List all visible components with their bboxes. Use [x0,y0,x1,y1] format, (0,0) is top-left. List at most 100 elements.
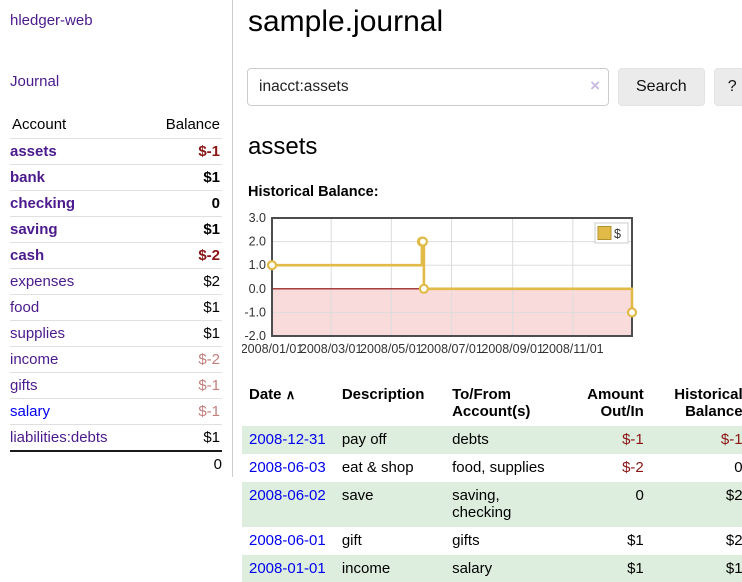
svg-text:2008/11/01: 2008/11/01 [542,342,604,356]
accounts-header-account: Account [12,116,67,133]
account-balance: $-1 [142,138,222,165]
transaction-date-link[interactable]: 2008-06-01 [249,532,326,549]
transaction-accounts: saving, checking [452,487,512,521]
transaction-accounts: food, supplies [452,459,545,476]
svg-text:3.0: 3.0 [249,211,266,225]
account-balance: $2 [142,268,222,295]
svg-text:-1.0: -1.0 [244,305,266,319]
account-link[interactable]: income [10,351,59,368]
transaction-amount: $-1 [622,431,644,448]
clear-search-icon[interactable]: × [590,76,600,95]
account-link[interactable]: gifts [10,377,38,394]
account-row: salary $-1 [10,398,222,425]
transaction-balance: $1 [725,560,742,577]
svg-text:2008/01/01: 2008/01/01 [242,342,303,356]
transaction-description: income [341,560,391,577]
svg-text:1.0: 1.0 [249,258,266,272]
transaction-date-link[interactable]: 2008-12-31 [249,431,326,448]
account-link[interactable]: cash [10,247,45,264]
transaction-row: 2008-06-01 gift gifts $1 $2 [242,527,742,555]
accounts-header-balance: Balance [165,116,220,133]
transaction-amount: $1 [627,532,644,549]
account-row: income $-2 [10,346,222,373]
svg-text:0.0: 0.0 [249,282,266,296]
accounts-header-row: Account Balance [10,112,222,139]
account-row: assets $-1 [10,138,222,165]
register-header-date[interactable]: Date ∧ [249,386,296,403]
account-link[interactable]: supplies [10,325,66,342]
account-link[interactable]: salary [10,403,51,420]
account-balance: $-1 [142,372,222,399]
transaction-date-link[interactable]: 2008-01-01 [249,560,326,577]
transaction-balance: $-1 [720,431,742,448]
transaction-accounts: salary [452,560,493,577]
account-heading: assets [248,133,318,160]
chart-title: Historical Balance: [248,184,379,200]
help-button[interactable]: ? [713,68,742,106]
account-balance: $1 [142,164,222,191]
sidebar: hledger-web Journal Account Balance asse… [0,0,233,477]
transaction-row: 2008-06-03 eat & shop food, supplies $-2… [242,454,742,482]
main-pane: sample.journal × Search ? assets Histori… [233,0,742,582]
svg-text:-2.0: -2.0 [244,329,266,343]
account-balance: $-2 [142,242,222,269]
account-balance: $-1 [142,398,222,425]
svg-text:2008/09/01: 2008/09/01 [481,342,544,356]
svg-text:2008/05/01: 2008/05/01 [360,342,423,356]
transaction-date-link[interactable]: 2008-06-02 [249,487,326,504]
transaction-amount: $1 [627,560,644,577]
transaction-accounts: debts [452,431,489,448]
register-table: Date ∧ Description To/From Account(s) Am… [242,382,742,582]
search-input[interactable] [247,68,609,106]
transaction-accounts: gifts [452,532,480,549]
account-balance: $1 [142,216,222,243]
account-link[interactable]: assets [10,143,57,160]
transaction-row: 2008-01-01 income salary $1 $1 [242,555,742,582]
transaction-balance: $2 [725,487,742,504]
accounts-table: Account Balance assets $-1 bank $1 check… [10,112,222,477]
transaction-row: 2008-06-02 save saving, checking 0 $2 [242,482,742,527]
transaction-balance: $2 [725,532,742,549]
account-link[interactable]: checking [10,195,76,212]
account-row: bank $1 [10,164,222,191]
account-balance: $1 [142,294,222,321]
account-balance: $1 [142,424,222,451]
transaction-date-link[interactable]: 2008-06-03 [249,459,326,476]
historical-balance-chart: 3.0 2.0 1.0 0.0 -1.0 -2.0 2008/01/01 2008/03/01… [241,210,742,368]
register-header-balance: Historical Balance [674,386,742,420]
chart-canvas: 3.0 2.0 1.0 0.0 -1.0 -2.02008/01/012008/03/01… [241,211,638,356]
account-link[interactable]: saving [10,221,58,238]
svg-text:2.0: 2.0 [249,235,266,249]
account-row: supplies $1 [10,320,222,347]
search-field-wrap: × [247,68,609,106]
transaction-description: pay off [341,431,387,448]
register-header-accounts: To/From Account(s) [452,386,531,420]
account-row: gifts $-1 [10,372,222,399]
account-link[interactable]: bank [10,169,46,186]
accounts-total-row: 0 [10,450,222,477]
transaction-row: 2008-12-31 pay off debts $-1 $-1 [242,426,742,454]
svg-text:2008/07/01: 2008/07/01 [420,342,483,356]
register-header-amount: Amount Out/In [587,386,644,420]
account-row: cash $-2 [10,242,222,269]
account-row: liabilities:debts $1 [10,424,222,451]
account-link[interactable]: expenses [10,273,75,290]
account-balance: $1 [142,320,222,347]
account-balance: $-2 [142,346,222,373]
svg-text:$: $ [614,227,621,241]
sort-ascending-icon: ∧ [285,387,296,402]
transaction-amount: 0 [635,487,644,504]
account-row: food $1 [10,294,222,321]
transaction-balance: 0 [734,459,742,476]
search-button[interactable]: Search [618,68,705,106]
account-row: saving $1 [10,216,222,243]
sidebar-item-journal[interactable]: Journal [10,73,60,90]
register-header-row: Date ∧ Description To/From Account(s) Am… [242,382,742,426]
brand-link[interactable]: hledger-web [10,12,93,29]
svg-text:2008/03/01: 2008/03/01 [300,342,363,356]
account-link[interactable]: food [10,299,40,316]
account-link[interactable]: liabilities:debts [10,429,108,446]
transaction-amount: $-2 [622,459,644,476]
transaction-description: gift [341,532,362,549]
